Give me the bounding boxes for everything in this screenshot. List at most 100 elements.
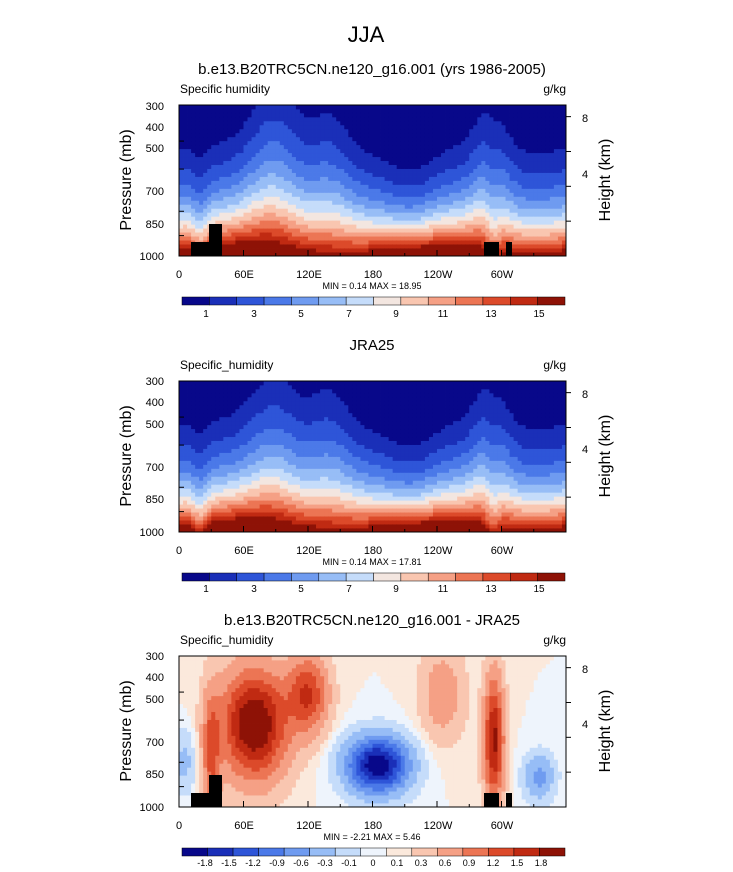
heatmap-cell [336, 176, 341, 181]
heatmap-cell [195, 381, 200, 386]
heatmap-cell [271, 136, 277, 142]
heatmap-cell [316, 128, 321, 134]
heatmap-cell [489, 180, 494, 185]
heatmap-cell [308, 200, 313, 205]
heatmap-cell [412, 192, 418, 197]
heatmap-cell [203, 384, 208, 390]
heatmap-cell [187, 180, 192, 185]
heatmap-cell [287, 480, 293, 485]
heatmap-cell [364, 236, 369, 241]
heatmap-cell [203, 172, 208, 177]
heatmap-cell [283, 248, 289, 253]
heatmap-cell [561, 124, 567, 130]
heatmap-cell [428, 252, 434, 257]
heatmap-cell [392, 240, 398, 245]
heatmap-cell [179, 224, 184, 229]
heatmap-cell [412, 188, 418, 193]
heatmap-cell [207, 464, 212, 469]
heatmap-cell [243, 128, 248, 134]
heatmap-cell [259, 512, 265, 517]
heatmap-cell [485, 236, 490, 241]
heatmap-cell [179, 528, 184, 533]
heatmap-cell [416, 120, 422, 126]
heatmap-cell [412, 105, 418, 110]
heatmap-cell [360, 108, 365, 114]
heatmap-cell [207, 408, 212, 414]
heatmap-cell [428, 140, 434, 146]
heatmap-cell [473, 156, 478, 162]
heatmap-cell [279, 424, 285, 430]
heatmap-cell [384, 196, 390, 201]
heatmap-cell [195, 168, 200, 173]
heatmap-cell [247, 248, 252, 253]
heatmap-cell [432, 228, 438, 233]
heatmap-cell [231, 188, 236, 193]
heatmap-cell [408, 148, 414, 154]
heatmap-cell [533, 136, 539, 142]
heatmap-cell [428, 224, 434, 229]
heatmap-cell [287, 128, 293, 134]
heatmap-cell [308, 396, 313, 402]
heatmap-cell [211, 460, 216, 465]
heatmap-cell [553, 152, 559, 158]
heatmap-cell [271, 220, 277, 225]
heatmap-cell [267, 424, 273, 430]
heatmap-cell [207, 148, 212, 154]
heatmap-cell [521, 136, 527, 142]
heatmap-cell [324, 172, 329, 177]
heatmap-cell [271, 440, 277, 445]
heatmap-cell [545, 240, 551, 245]
heatmap-cell [541, 188, 547, 193]
heatmap-cell [553, 120, 559, 126]
heatmap-cell [517, 164, 523, 169]
heatmap-cell [243, 516, 248, 521]
heatmap-cell [408, 224, 414, 229]
heatmap-cell [207, 432, 212, 438]
heatmap-cell [320, 196, 325, 201]
heatmap-cell [195, 136, 200, 142]
heatmap-cell [557, 248, 563, 253]
heatmap-cell [259, 528, 265, 533]
heatmap-cell [279, 140, 285, 146]
heatmap-cell [360, 248, 365, 253]
heatmap-cell [183, 512, 188, 517]
heatmap-cell [316, 168, 321, 173]
heatmap-cell [223, 216, 228, 221]
heatmap-cell [239, 252, 244, 257]
heatmap-cell [215, 184, 220, 189]
heatmap-cell [424, 124, 430, 130]
heatmap-cell [493, 224, 498, 229]
heatmap-cell [195, 152, 200, 158]
heatmap-cell [441, 196, 446, 201]
heatmap-cell [328, 220, 333, 225]
heatmap-cell [561, 105, 567, 110]
heatmap-cell [465, 152, 470, 158]
heatmap-cell [247, 436, 252, 441]
heatmap-cell [513, 236, 519, 241]
heatmap-cell [263, 476, 269, 481]
heatmap-cell [400, 180, 406, 185]
heatmap-cell [312, 200, 317, 205]
heatmap-cell [368, 172, 373, 177]
heatmap-cell [303, 105, 309, 110]
heatmap-cell [521, 172, 527, 177]
heatmap-cell [179, 504, 184, 509]
heatmap-cell [303, 112, 309, 118]
heatmap-cell [219, 440, 224, 445]
heatmap-cell [336, 128, 341, 134]
heatmap-cell [545, 152, 551, 158]
heatmap-cell [303, 416, 309, 422]
heatmap-cell [271, 172, 277, 177]
heatmap-cell [553, 156, 559, 162]
heatmap-cell [231, 180, 236, 185]
heatmap-cell [517, 228, 523, 233]
heatmap-cell [195, 192, 200, 197]
heatmap-cell [191, 408, 196, 414]
heatmap-cell [400, 160, 406, 165]
heatmap-cell [549, 108, 555, 114]
heatmap-cell [191, 192, 196, 197]
heatmap-cell [263, 216, 269, 221]
heatmap-cell [412, 136, 418, 142]
heatmap-cell [493, 160, 498, 165]
heatmap-cell [227, 148, 232, 154]
